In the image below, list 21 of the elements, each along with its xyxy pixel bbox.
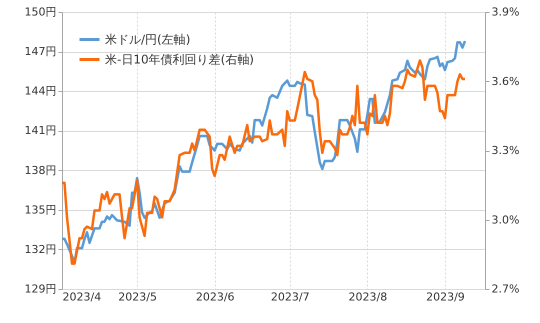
y2-tick-label: 3.6% bbox=[492, 74, 520, 88]
x-tick-label: 2023/8 bbox=[348, 290, 388, 304]
y-tick-label: 138円 bbox=[24, 164, 56, 177]
y-tick-label: 147円 bbox=[24, 45, 56, 58]
x-tick-label: 2023/4 bbox=[62, 290, 102, 304]
y2-tick-label: 3.0% bbox=[492, 213, 520, 226]
x-tick-label: 2023/6 bbox=[196, 290, 235, 304]
x-tick-label: 2023/7 bbox=[270, 290, 310, 304]
x-tick-label: 2023/9 bbox=[426, 290, 465, 304]
y-tick-label: 141円 bbox=[24, 124, 56, 138]
y2-tick-label: 2.7% bbox=[492, 282, 520, 296]
y-tick-label: 129円 bbox=[24, 282, 56, 296]
y-tick-label: 135円 bbox=[24, 203, 56, 216]
y-tick-label: 144円 bbox=[24, 84, 56, 98]
legend-label: 米-日10年債利回り差(右軸) bbox=[105, 52, 254, 66]
y-tick-label: 132円 bbox=[24, 242, 56, 256]
y2-tick-label: 3.3% bbox=[492, 144, 520, 157]
y2-tick-label: 3.9% bbox=[492, 6, 520, 18]
y-tick-label: 150円 bbox=[24, 6, 56, 18]
x-tick-label: 2023/5 bbox=[118, 290, 157, 304]
legend-label: 米ドル/円(左軸) bbox=[105, 32, 190, 46]
